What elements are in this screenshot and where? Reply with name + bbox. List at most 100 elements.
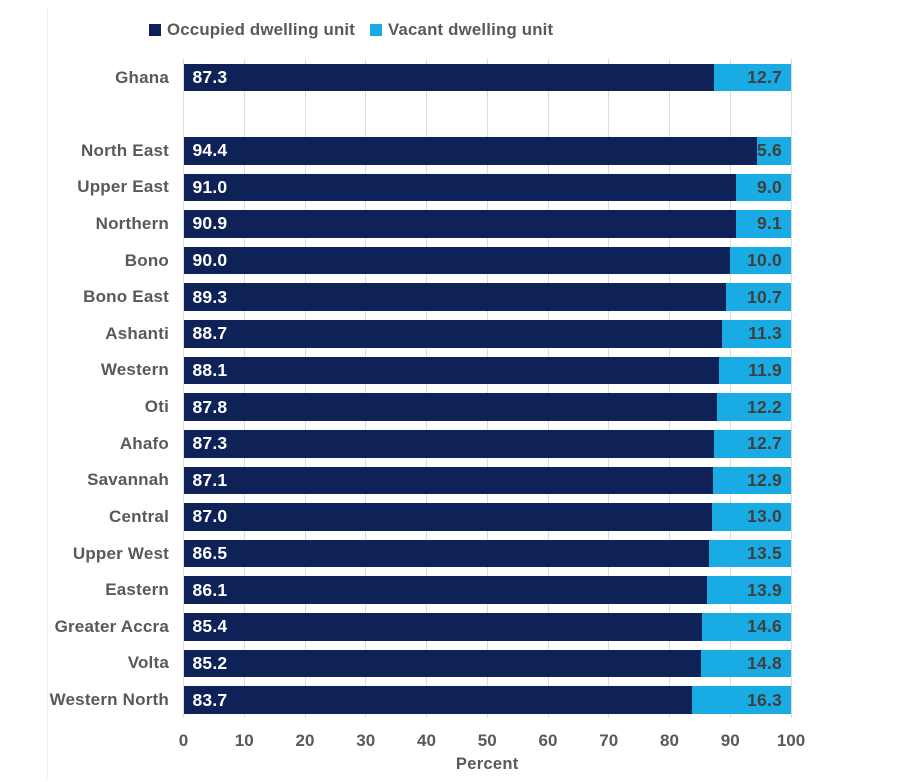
- occupied-value-label: 88.7: [192, 323, 228, 344]
- vacant-value-label: 9.1: [757, 213, 782, 234]
- category-label: Central: [109, 506, 169, 526]
- x-tick-label-60: 60: [538, 731, 558, 751]
- bar-occupied: 87.0: [183, 503, 713, 531]
- vacant-value-label: 13.5: [747, 543, 782, 564]
- category-label: Upper East: [77, 177, 169, 197]
- occupied-value-label: 86.1: [192, 579, 228, 600]
- bar-occupied: 86.1: [183, 576, 707, 604]
- occupied-value-label: 89.3: [192, 286, 228, 307]
- bar-occupied: 87.3: [183, 63, 714, 92]
- gridline-20: [304, 59, 306, 719]
- vacant-value-label: 12.2: [747, 396, 782, 417]
- bar-vacant: 14.8: [701, 649, 791, 678]
- gridline-30: [365, 59, 367, 719]
- occupied-legend-label: Occupied dwelling unit: [167, 20, 356, 39]
- bar-vacant: 16.3: [691, 686, 791, 714]
- x-tick-label-20: 20: [295, 731, 315, 751]
- category-label: Savannah: [87, 470, 169, 490]
- bar-occupied: 90.0: [183, 246, 731, 275]
- occupied-value-label: 86.5: [192, 543, 228, 564]
- vacant-value-label: 10.0: [747, 250, 782, 271]
- bar-occupied: 87.8: [183, 393, 717, 421]
- x-tick-label-90: 90: [720, 731, 740, 751]
- bar-occupied: 89.3: [183, 283, 726, 312]
- bar-vacant: 10.0: [730, 246, 791, 275]
- x-tick-label-100: 100: [776, 731, 806, 751]
- x-tick-label-0: 0: [178, 731, 189, 751]
- x-tick-label-50: 50: [477, 731, 497, 751]
- bar-occupied: 94.4: [183, 136, 757, 165]
- category-label: Eastern: [105, 580, 169, 600]
- left-frame-line: [47, 6, 48, 780]
- occupied-value-label: 85.4: [192, 616, 228, 637]
- category-label: Western: [100, 360, 169, 380]
- occupied-value-label: 85.2: [192, 652, 228, 673]
- bar-occupied: 87.3: [183, 429, 714, 458]
- category-label: North East: [81, 140, 169, 160]
- occupied-value-label: 87.3: [192, 67, 228, 87]
- occupied-value-label: 91.0: [192, 176, 228, 197]
- occupied-value-label: 87.8: [192, 396, 228, 417]
- vacant-value-label: 14.8: [747, 652, 782, 673]
- vacant-value-label: 11.9: [748, 359, 782, 380]
- category-label: Ashanti: [105, 323, 169, 343]
- bar-vacant: 12.2: [716, 393, 791, 421]
- category-label: Western North: [49, 690, 169, 710]
- x-tick-label-80: 80: [660, 731, 679, 751]
- bar-occupied: 90.9: [183, 210, 736, 238]
- vacant-value-label: 13.0: [747, 506, 782, 527]
- x-tick-label-10: 10: [234, 731, 254, 751]
- gridline-10: [243, 59, 245, 719]
- bar-vacant: 12.9: [712, 466, 791, 495]
- occupied-value-label: 88.1: [192, 359, 228, 380]
- bar-vacant: 13.9: [706, 576, 791, 604]
- occupied-value-label: 87.0: [192, 506, 228, 527]
- x-tick-label-70: 70: [599, 731, 619, 751]
- vacant-value-label: 12.9: [747, 469, 782, 490]
- gridline-40: [426, 59, 427, 719]
- x-tick-label-40: 40: [417, 731, 436, 751]
- occupied-value-label: 87.1: [192, 469, 228, 490]
- legend-item-vacant: Vacant dwelling unit: [370, 18, 553, 42]
- gridline-90: [729, 59, 731, 719]
- gridline-70: [608, 59, 610, 719]
- bar-occupied: 85.4: [183, 613, 703, 641]
- vacant-value-label: 13.9: [747, 579, 782, 600]
- category-label: Greater Accra: [54, 616, 169, 636]
- bar-occupied: 85.2: [183, 649, 702, 678]
- gridline-50: [486, 59, 488, 719]
- category-label: Volta: [127, 653, 169, 673]
- category-label: Oti: [144, 397, 169, 417]
- gridline-100: [790, 59, 792, 719]
- legend-item-occupied: Occupied dwelling unit: [149, 18, 355, 42]
- occupied-swatch-icon: [149, 24, 161, 36]
- vacant-value-label: 12.7: [747, 433, 782, 454]
- occupied-value-label: 87.3: [192, 433, 228, 454]
- category-label: Bono East: [83, 287, 169, 307]
- category-label: Northern: [95, 213, 169, 233]
- bar-occupied: 86.5: [183, 539, 709, 568]
- bar-occupied: 88.7: [183, 320, 723, 348]
- bar-vacant: 12.7: [713, 63, 791, 92]
- vacant-value-label: 12.7: [747, 67, 782, 87]
- bar-occupied: 83.7: [183, 686, 692, 714]
- occupied-value-label: 90.9: [192, 213, 228, 234]
- vacant-swatch-icon: [370, 24, 382, 36]
- category-label: Ahafo: [119, 433, 169, 453]
- bar-occupied: 91.0: [183, 173, 737, 202]
- category-label: Ghana: [115, 67, 169, 87]
- vacant-value-label: 11.3: [748, 323, 782, 344]
- bar-occupied: 88.1: [183, 356, 719, 385]
- occupied-value-label: 90.0: [192, 250, 228, 271]
- gridline-0: [183, 59, 184, 719]
- bar-vacant: 9.1: [735, 210, 791, 238]
- bar-vacant: 10.7: [725, 283, 791, 312]
- gridline-80: [669, 59, 670, 719]
- bar-vacant: 13.0: [712, 503, 791, 531]
- vacant-value-label: 9.0: [757, 176, 782, 197]
- gridline-60: [547, 59, 549, 719]
- bar-vacant: 5.6: [756, 136, 791, 165]
- chart-legend: Occupied dwelling unit Vacant dwelling u…: [0, 18, 920, 42]
